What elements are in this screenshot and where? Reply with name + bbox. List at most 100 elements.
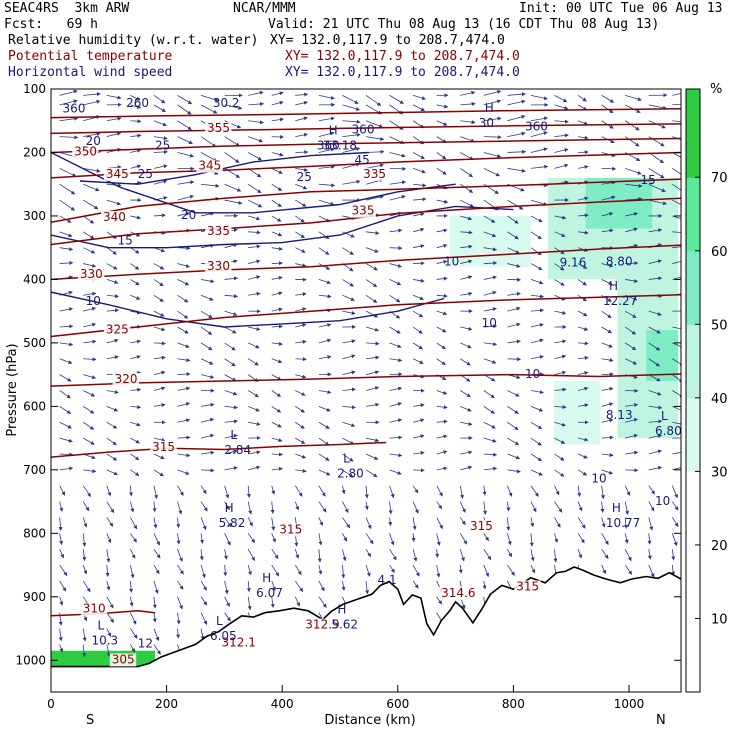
wind-vector: [224, 419, 239, 424]
wind-vector: [271, 100, 284, 106]
theta-contour-325: [51, 293, 681, 338]
org-title: NCAR/MMM: [233, 1, 296, 16]
wind-vector: [106, 580, 111, 591]
colorbar-segment: [686, 361, 700, 369]
wind-vector: [507, 453, 521, 460]
wind-vector: [483, 406, 495, 414]
wind-vector: [436, 168, 447, 175]
wind-vector: [389, 228, 403, 233]
wind-vector: [106, 308, 120, 313]
wind-vector: [153, 386, 166, 391]
wind-vector: [177, 326, 189, 334]
wind-vector: [59, 199, 76, 211]
theta-contour-345: [51, 151, 681, 179]
wind-vector: [507, 99, 526, 106]
wind-vector: [648, 342, 661, 351]
wind-vector: [530, 469, 543, 476]
wind-vector: [271, 580, 276, 592]
wind-vector: [130, 339, 142, 344]
theta-label-bg: [303, 618, 345, 632]
colorbar-segment: [686, 324, 700, 333]
theta-label: 312.1: [222, 635, 256, 649]
relative-humidity-shading: [51, 177, 679, 667]
wind-vector: [271, 341, 283, 346]
wind-vector: [295, 116, 308, 122]
wind-vector: [200, 517, 207, 531]
wind-vector: [318, 437, 330, 446]
wind-vector: [82, 580, 91, 593]
wind-vector: [554, 533, 559, 543]
wind-label: 45: [354, 153, 369, 167]
wind-vector: [177, 386, 191, 391]
wind-vector: [365, 231, 380, 236]
extremum-value: 5.82: [219, 516, 246, 530]
wind-vector: [389, 95, 404, 104]
wind-vector: [294, 501, 300, 511]
wind-vector: [153, 310, 165, 317]
theta-label: 355: [207, 121, 230, 135]
colorbar-segment: [686, 155, 700, 164]
wind-vector: [364, 501, 369, 511]
wind-vector: [672, 406, 681, 412]
wind-vector: [624, 310, 637, 318]
theta-contour-350: [51, 137, 681, 154]
wind-vector: [153, 485, 158, 499]
wind-vector: [601, 517, 606, 528]
wind-vector: [530, 323, 544, 328]
wind-vector: [295, 421, 305, 429]
wind-vector: [318, 247, 330, 255]
extremum-value: 33.18: [323, 138, 357, 152]
colorbar-segment: [686, 331, 700, 340]
field1-name: Relative humidity (w.r.t. water): [8, 33, 259, 48]
colorbar-segment: [686, 515, 700, 524]
wind-vector: [436, 120, 448, 126]
wind-vector: [578, 403, 589, 408]
wind-vector: [483, 275, 497, 280]
wind-vector: [413, 212, 425, 217]
wind-vector: [625, 227, 638, 233]
colorbar-segment: [686, 537, 700, 546]
field1-xy: XY= 132.0,117.9 to 208.7,474.0: [270, 33, 505, 48]
wind-vector: [271, 452, 284, 457]
wind-vector: [554, 370, 567, 376]
theta-label-bg: [349, 204, 377, 218]
wind-vector: [295, 437, 306, 444]
y-tick-label: 900: [23, 590, 46, 604]
wind-vector: [436, 405, 448, 410]
wind-vector: [625, 183, 643, 188]
wind-vector: [530, 263, 543, 270]
wind-vector: [648, 449, 662, 455]
wind-vector: [671, 565, 676, 576]
wind-vector: [625, 261, 639, 266]
wind-vector: [248, 405, 260, 412]
wind-vector: [506, 533, 512, 546]
wind-vector: [224, 326, 237, 334]
wind-vector: [318, 231, 330, 239]
wind-vector: [577, 279, 587, 286]
forecast-hour: Fcst: 69 h: [4, 17, 98, 32]
wind-vector: [412, 485, 419, 494]
wind-vector: [83, 167, 101, 173]
wind-vector: [530, 564, 536, 574]
wind-vector: [224, 466, 238, 471]
wind-vector: [59, 116, 79, 122]
wind-vector: [554, 310, 567, 315]
y-tick-label: 700: [23, 463, 46, 477]
wind-vector: [295, 167, 309, 172]
wind-vector: [83, 99, 101, 106]
colorbar-segment: [686, 89, 700, 97]
wind-vector: [153, 533, 160, 546]
wind-vector: [436, 326, 447, 333]
wind-vector: [176, 517, 181, 529]
theta-label-bg: [112, 372, 140, 386]
colorbar-segment: [686, 250, 700, 259]
wind-vector: [271, 421, 282, 428]
theta-label: 312.9: [305, 618, 339, 632]
wind-vector: [248, 215, 261, 221]
wind-vector: [200, 433, 215, 439]
y-tick-label: 300: [23, 209, 46, 223]
theta-label: 310: [83, 602, 106, 616]
wind-vector: [577, 263, 588, 269]
wind-vector: [199, 549, 204, 561]
wind-vector: [153, 136, 168, 141]
